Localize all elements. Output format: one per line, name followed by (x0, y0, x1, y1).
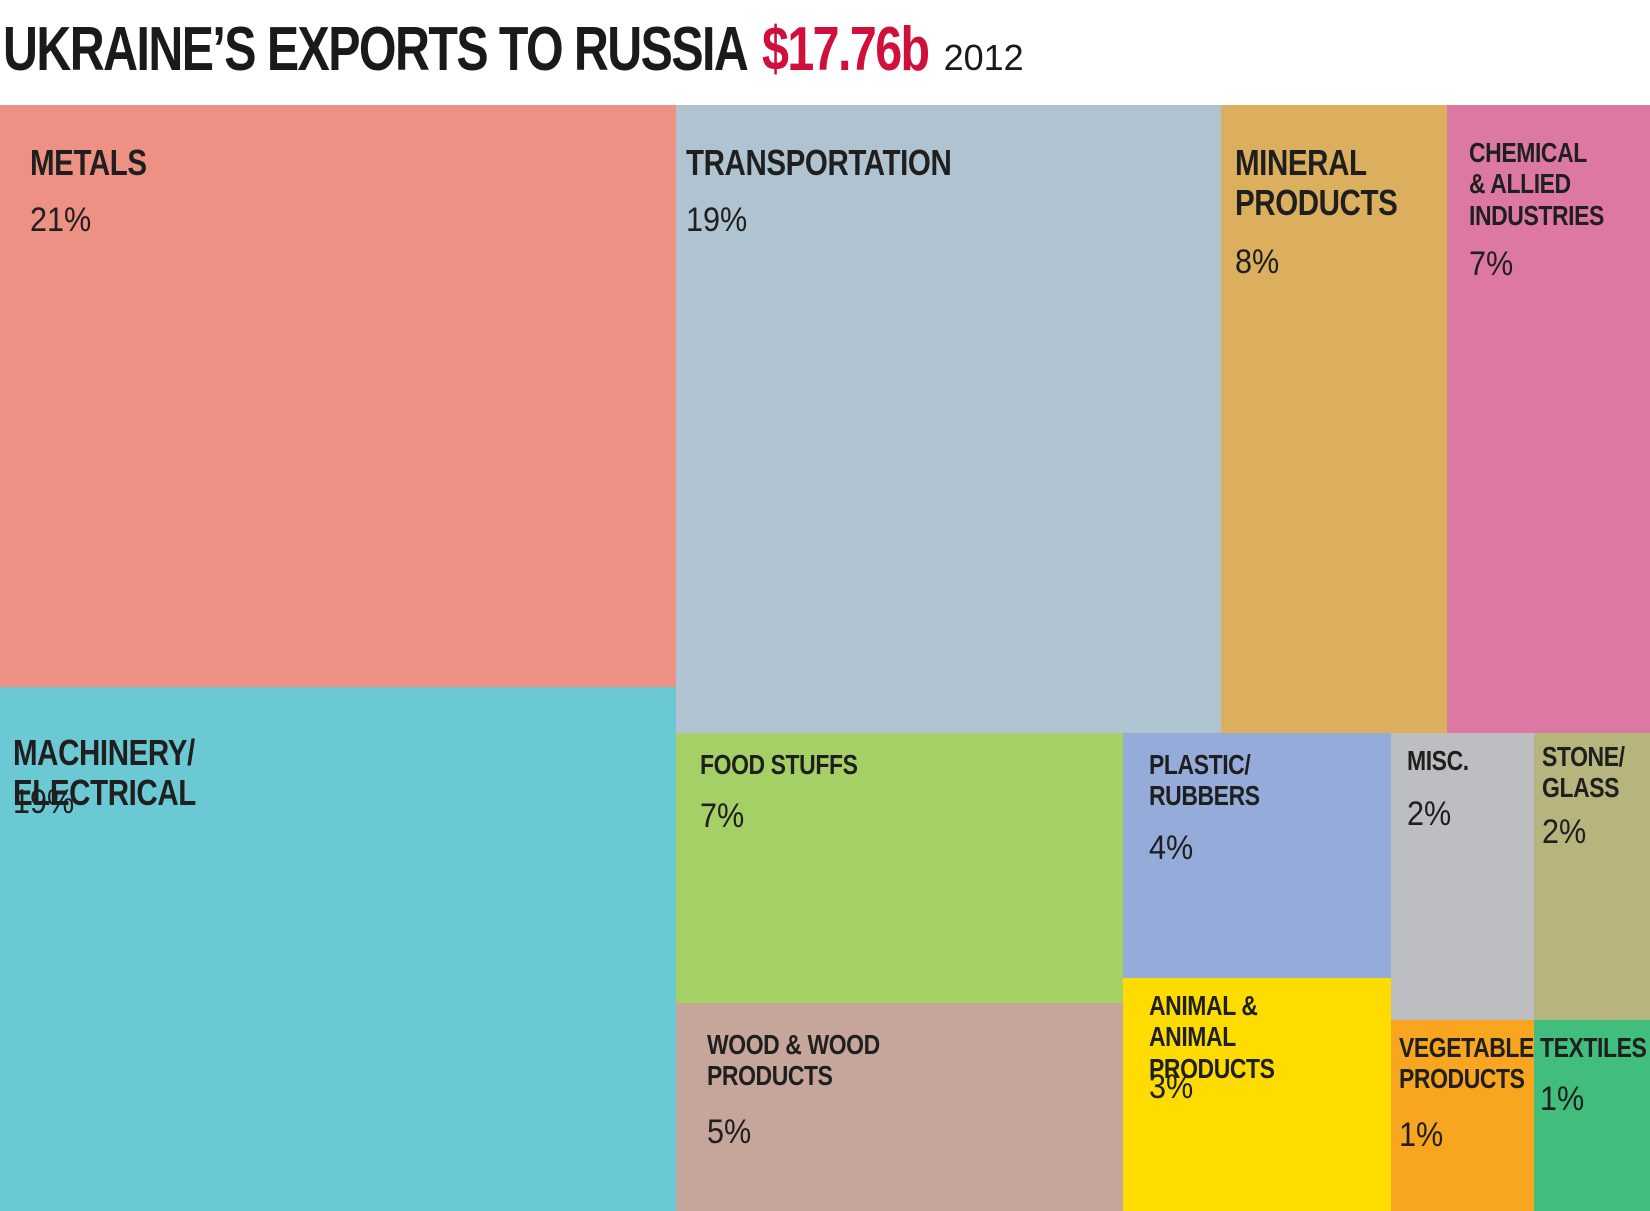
treemap-tile-transportation: TRANSPORTATION 19% (676, 105, 1221, 733)
tile-label: CHEMICAL & ALLIED INDUSTRIES (1469, 137, 1604, 231)
chart-title: UKRAINE’S EXPORTS TO RUSSIA $17.76b 2012 (3, 14, 1024, 84)
treemap-tile-machinery-electrical: MACHINERY/ ELECTRICAL 19% (0, 687, 676, 1211)
tile-value: 19% (686, 201, 748, 239)
tile-value: 3% (1149, 1068, 1194, 1106)
tile-label: ANIMAL & ANIMAL PRODUCTS (1149, 990, 1275, 1084)
tile-value: 2% (1407, 795, 1452, 833)
tile-label: FOOD STUFFS (700, 749, 858, 780)
tile-value: 5% (707, 1113, 752, 1151)
treemap-tile-mineral-products: MINERAL PRODUCTS 8% (1221, 105, 1447, 733)
treemap-tile-food-stuffs: FOOD STUFFS 7% (676, 733, 1123, 1003)
tile-label: TEXTILES (1540, 1032, 1647, 1063)
tile-value: 4% (1149, 829, 1194, 867)
tile-label: WOOD & WOOD PRODUCTS (707, 1029, 880, 1092)
tile-label: MACHINERY/ ELECTRICAL (13, 732, 196, 814)
treemap-tile-plastic-rubbers: PLASTIC/ RUBBERS 4% (1123, 733, 1391, 978)
tile-label: STONE/ GLASS (1542, 741, 1625, 804)
tile-value: 21% (30, 201, 92, 239)
tile-label: MINERAL PRODUCTS (1235, 142, 1398, 224)
treemap-tile-textiles: TEXTILES 1% (1534, 1020, 1650, 1211)
tile-label: TRANSPORTATION (686, 142, 952, 183)
tile-value: 2% (1542, 813, 1587, 851)
tile-value: 7% (1469, 245, 1514, 283)
treemap: METALS 21% MACHINERY/ ELECTRICAL 19% TRANSPO… (0, 105, 1650, 1211)
title-year: 2012 (943, 37, 1024, 78)
tile-label: MISC. (1407, 745, 1469, 776)
treemap-tile-wood-wood-products: WOOD & WOOD PRODUCTS 5% (676, 1003, 1123, 1211)
tile-label: VEGETABLE PRODUCTS (1399, 1032, 1534, 1095)
treemap-tile-chemical-allied-industries: CHEMICAL & ALLIED INDUSTRIES 7% (1447, 105, 1650, 733)
treemap-tile-stone-glass: STONE/ GLASS 2% (1534, 733, 1650, 1020)
tile-label: METALS (30, 142, 147, 183)
treemap-tile-animal-animal-products: ANIMAL & ANIMAL PRODUCTS 3% (1123, 978, 1391, 1211)
title-text: UKRAINE’S EXPORTS TO RUSSIA (3, 15, 749, 84)
tile-value: 1% (1399, 1116, 1444, 1154)
tile-value: 19% (13, 783, 75, 821)
tile-value: 7% (700, 797, 745, 835)
treemap-tile-metals: METALS 21% (0, 105, 676, 687)
tile-value: 1% (1540, 1080, 1585, 1118)
title-amount: $17.76b (761, 15, 930, 84)
tile-label: PLASTIC/ RUBBERS (1149, 749, 1260, 812)
treemap-tile-vegetable-products: VEGETABLE PRODUCTS 1% (1391, 1020, 1534, 1211)
tile-value: 8% (1235, 243, 1280, 281)
treemap-tile-misc: MISC. 2% (1391, 733, 1534, 1020)
